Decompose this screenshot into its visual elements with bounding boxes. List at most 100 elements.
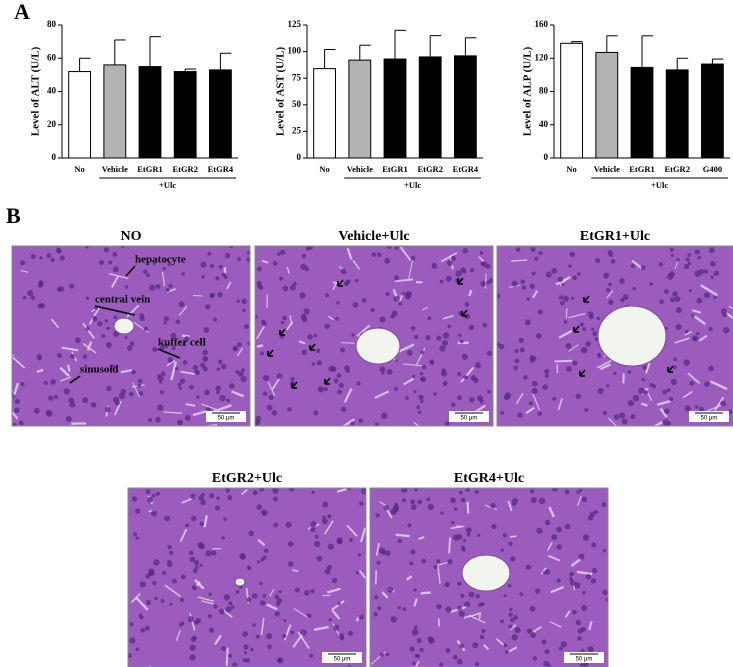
nucleus <box>442 332 450 339</box>
nucleus <box>473 377 479 384</box>
sinusoid <box>126 304 140 318</box>
nucleus <box>133 532 138 537</box>
nucleus <box>309 653 314 658</box>
nucleus <box>451 520 455 525</box>
nucleus <box>544 519 551 526</box>
nucleus <box>513 365 518 371</box>
nucleus <box>202 349 209 356</box>
nucleus <box>444 581 450 588</box>
nucleus <box>462 248 469 254</box>
nucleus <box>310 526 316 533</box>
nucleus <box>439 345 446 352</box>
nucleus <box>301 349 307 355</box>
nucleus <box>221 363 227 370</box>
nucleus <box>289 284 296 291</box>
sinusoid <box>710 380 728 391</box>
annotation-arrow <box>125 265 136 277</box>
nucleus <box>180 574 186 580</box>
nucleus <box>18 420 24 426</box>
sinusoid <box>241 488 248 495</box>
nucleus <box>431 262 438 269</box>
nucleus <box>347 488 352 491</box>
sinusoid <box>558 329 573 339</box>
sinusoid <box>50 318 60 329</box>
nucleus <box>510 617 515 623</box>
nucleus <box>101 333 106 338</box>
nucleus <box>188 550 194 556</box>
sinusoid <box>164 584 182 598</box>
nucleus <box>486 350 493 356</box>
nucleus <box>46 410 53 417</box>
y-tick-label: 40 <box>539 119 549 129</box>
nucleus <box>313 333 318 338</box>
nucleus <box>524 319 531 326</box>
sinusoid <box>61 346 79 352</box>
nucleus <box>429 359 434 364</box>
nucleus <box>333 624 340 631</box>
sinusoid <box>403 363 423 367</box>
nucleus <box>290 376 295 382</box>
nucleus <box>696 297 703 304</box>
nucleus <box>384 257 391 264</box>
nucleus <box>157 404 164 411</box>
nucleus <box>394 387 398 391</box>
sinusoid <box>495 637 505 646</box>
nucleus <box>336 301 340 305</box>
nucleus <box>255 634 260 639</box>
nucleus <box>643 390 648 395</box>
nucleus <box>608 253 613 257</box>
sinusoid <box>576 570 593 576</box>
sinusoid <box>576 495 582 507</box>
nucleus <box>581 605 588 611</box>
nucleus <box>685 257 690 262</box>
nucleus <box>124 335 128 340</box>
sinusoid <box>442 314 454 320</box>
nucleus <box>603 272 609 279</box>
nucleus <box>349 538 353 542</box>
nucleus <box>500 548 505 552</box>
nucleus <box>292 281 297 286</box>
sinusoid <box>67 364 71 372</box>
nucleus <box>377 606 382 611</box>
nucleus <box>531 380 538 387</box>
nucleus <box>663 289 669 295</box>
sinusoid <box>525 406 535 415</box>
nucleus <box>19 260 26 266</box>
nucleus <box>193 559 200 566</box>
nucleus <box>405 396 409 400</box>
image-title: EtGR2+Ulc <box>212 471 282 486</box>
nucleus <box>374 422 379 426</box>
bar <box>700 63 724 159</box>
nucleus <box>581 496 588 503</box>
nucleus <box>272 496 279 502</box>
scale-bar-label: 50 μm <box>334 657 351 663</box>
nucleus <box>508 612 513 617</box>
sinusoid <box>213 404 232 413</box>
nucleus <box>299 292 306 299</box>
nucleus <box>143 269 148 274</box>
nucleus <box>538 497 546 505</box>
sinusoid <box>332 282 337 291</box>
nucleus <box>85 326 90 331</box>
nucleus <box>30 254 36 259</box>
nucleus <box>456 658 463 665</box>
scale-bar-box <box>564 652 604 663</box>
nucleus <box>439 279 444 284</box>
y-tick-label: 120 <box>535 52 549 62</box>
nucleus <box>210 264 215 269</box>
sinusoid <box>700 284 719 297</box>
nucleus <box>627 400 635 407</box>
nucleus <box>280 320 285 325</box>
nucleus <box>294 587 300 593</box>
nucleus <box>470 267 475 273</box>
sinusoid <box>203 515 208 528</box>
nucleus <box>63 388 70 395</box>
nucleus <box>199 521 205 527</box>
nucleus <box>640 265 646 270</box>
sinusoid <box>437 618 441 627</box>
nucleus <box>442 339 449 346</box>
nucleus <box>331 577 338 584</box>
nucleus <box>211 550 217 556</box>
nucleus <box>590 578 597 584</box>
